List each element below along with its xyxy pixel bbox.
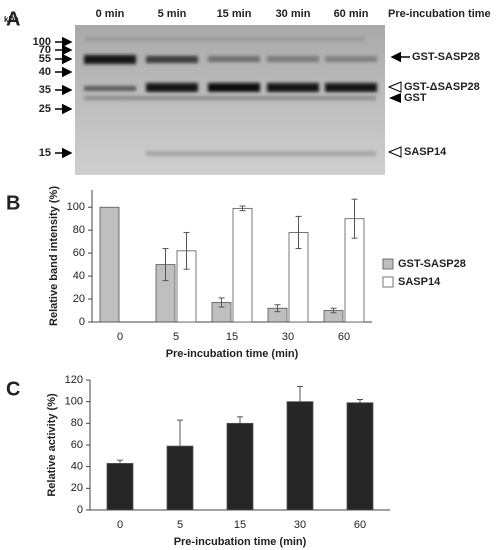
x-tick-label: 0 bbox=[117, 331, 123, 343]
lane-label: 0 min bbox=[96, 8, 125, 20]
legend-swatch bbox=[382, 276, 394, 288]
x-tick-label: 5 bbox=[173, 331, 179, 343]
error-bar bbox=[237, 416, 243, 424]
x-tick-label: 30 bbox=[294, 519, 306, 531]
y-axis-title: Relative activity (%) bbox=[46, 393, 58, 497]
error-bar bbox=[183, 231, 190, 270]
x-tick-label: 15 bbox=[234, 519, 246, 531]
error-bar bbox=[162, 248, 169, 282]
marker-label: 55 bbox=[39, 53, 51, 65]
error-bar bbox=[274, 304, 281, 313]
bar bbox=[286, 401, 314, 511]
x-axis-title: Pre-incubation time (min) bbox=[166, 348, 299, 360]
y-tick-label: 60 bbox=[71, 439, 83, 451]
marker-label: 100 bbox=[33, 36, 51, 48]
bar bbox=[346, 402, 374, 511]
x-tick-label: 60 bbox=[338, 331, 350, 343]
band-label: GST-ΔSASP28 bbox=[404, 81, 480, 93]
y-tick-label: 100 bbox=[67, 201, 85, 213]
bar bbox=[232, 207, 253, 323]
marker-label: 25 bbox=[39, 103, 51, 115]
error-bar bbox=[357, 399, 363, 403]
error-bar bbox=[239, 205, 246, 212]
error-bar bbox=[177, 419, 183, 447]
band-label: SASP14 bbox=[404, 146, 447, 158]
error-bar bbox=[295, 215, 302, 250]
x-tick-label: 5 bbox=[177, 519, 183, 531]
x-tick-label: 0 bbox=[117, 519, 123, 531]
y-tick-label: 0 bbox=[79, 316, 85, 328]
legend-label: GST-SASP28 bbox=[398, 258, 466, 270]
bar bbox=[166, 445, 194, 511]
lane-axis-title: Pre-incubation time bbox=[388, 8, 491, 20]
y-tick-label: 40 bbox=[73, 270, 85, 282]
error-bar bbox=[297, 386, 303, 402]
y-tick-label: 80 bbox=[71, 417, 83, 429]
bar bbox=[99, 206, 120, 323]
lane-label: 15 min bbox=[217, 8, 252, 20]
panel-label: A bbox=[6, 8, 20, 30]
legend-swatch bbox=[382, 258, 394, 270]
marker-label: 40 bbox=[39, 66, 51, 78]
y-tick-label: 100 bbox=[65, 396, 83, 408]
panel-label: C bbox=[6, 378, 20, 400]
band-label: GST-SASP28 bbox=[412, 51, 480, 63]
y-tick-label: 20 bbox=[73, 293, 85, 305]
x-axis-title: Pre-incubation time (min) bbox=[174, 536, 307, 548]
error-bar bbox=[351, 198, 358, 239]
lane-label: 5 min bbox=[158, 8, 187, 20]
x-tick-label: 60 bbox=[354, 519, 366, 531]
y-tick-label: 60 bbox=[73, 247, 85, 259]
y-tick-label: 80 bbox=[73, 224, 85, 236]
error-bar bbox=[218, 297, 225, 308]
bar bbox=[226, 422, 254, 511]
bar bbox=[106, 463, 134, 511]
band-label: GST bbox=[404, 92, 427, 104]
band-annotations: GST-SASP28 GST-ΔSASP28 GST SASP14 bbox=[387, 51, 480, 158]
error-bar bbox=[117, 459, 123, 464]
legend-label: SASP14 bbox=[398, 276, 441, 288]
gel-image bbox=[75, 25, 385, 175]
y-tick-label: 120 bbox=[65, 374, 83, 386]
lane-label: 60 min bbox=[334, 8, 369, 20]
x-tick-label: 30 bbox=[282, 331, 294, 343]
y-tick-label: 20 bbox=[71, 482, 83, 494]
marker-label: 70 bbox=[39, 44, 51, 56]
marker-label: 15 bbox=[39, 147, 51, 159]
lane-label: 30 min bbox=[276, 8, 311, 20]
error-bar bbox=[330, 307, 337, 314]
panel-label: B bbox=[6, 192, 20, 214]
x-tick-label: 15 bbox=[226, 331, 238, 343]
y-axis-title: Relative band intensity (%) bbox=[48, 186, 60, 326]
unit-label: kDa bbox=[4, 15, 19, 24]
y-tick-label: 40 bbox=[71, 461, 83, 473]
y-tick-label: 0 bbox=[77, 504, 83, 516]
marker-label: 35 bbox=[39, 84, 51, 96]
